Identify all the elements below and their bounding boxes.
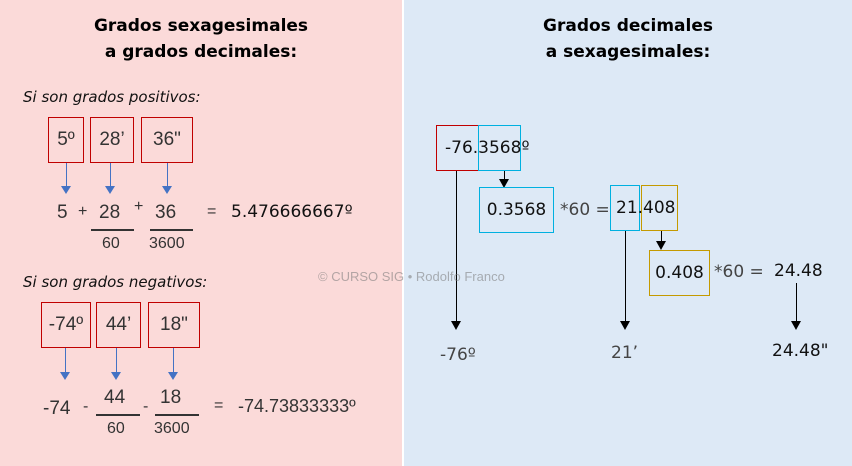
arrow-line xyxy=(116,348,117,372)
input-fraction: 3568 xyxy=(478,138,522,158)
arrow-line xyxy=(504,171,505,179)
output-degrees: -76º xyxy=(440,345,476,365)
arrow-down-icon xyxy=(620,321,630,330)
right-panel: Grados decimales a sexagesimales: xyxy=(404,0,852,466)
left-title-line2: a grados decimales: xyxy=(104,42,298,62)
negative-result: -74.73833333º xyxy=(238,396,356,416)
arrow-line xyxy=(661,231,662,241)
arrow-line xyxy=(456,171,457,321)
denominator-seconds: 3600 xyxy=(149,235,185,252)
whole-degrees: 5 xyxy=(57,202,68,223)
arrow-line xyxy=(110,163,111,186)
left-panel: Grados sexagesimales a grados decimales:… xyxy=(0,0,402,466)
numerator-minutes: 28 xyxy=(99,202,121,223)
right-title-line1: Grados decimales xyxy=(543,16,713,36)
output-seconds: 24.48" xyxy=(772,341,829,361)
arrow-line xyxy=(167,163,168,186)
minus-operator: - xyxy=(83,398,89,415)
numerator-seconds: 36 xyxy=(155,202,177,223)
fraction-bar xyxy=(91,229,134,231)
arrow-down-icon xyxy=(168,372,178,380)
degrees-box: 5º xyxy=(48,117,84,163)
positive-result: 5.476666667º xyxy=(231,202,353,222)
degrees-box: -74º xyxy=(41,302,91,348)
minutes-box: 44’ xyxy=(96,302,141,348)
step1-result: 21.408 xyxy=(616,198,676,218)
arrow-down-icon xyxy=(60,372,70,380)
arrow-down-icon xyxy=(499,179,509,188)
fraction-bar xyxy=(150,229,193,231)
arrow-down-icon xyxy=(61,186,71,194)
minus-operator: - xyxy=(143,398,149,415)
arrow-down-icon xyxy=(162,186,172,194)
arrow-down-icon xyxy=(451,321,461,330)
fraction-value-box: 0.3568 xyxy=(479,187,554,233)
input-integer: -76. xyxy=(445,138,479,158)
result-fraction: 408 xyxy=(643,198,676,218)
arrow-line xyxy=(796,283,797,321)
right-title-line2: a sexagesimales: xyxy=(545,42,711,62)
arrow-down-icon xyxy=(656,241,666,250)
output-minutes: 21’ xyxy=(611,343,639,363)
minutes-integer-box xyxy=(610,185,640,231)
degree-symbol: º xyxy=(521,138,530,158)
numerator-minutes: 44 xyxy=(104,387,126,408)
arrow-down-icon xyxy=(111,372,121,380)
arrow-line xyxy=(173,348,174,372)
arrow-down-icon xyxy=(105,186,115,194)
equals-sign: = xyxy=(207,203,217,220)
arrow-down-icon xyxy=(791,321,801,330)
equals-sign: = xyxy=(214,397,224,414)
denominator-seconds: 3600 xyxy=(154,420,190,437)
minutes-fraction-box xyxy=(641,185,678,231)
step2-result: 24.48 xyxy=(774,261,823,281)
seconds-box: 36" xyxy=(141,117,193,163)
arrow-line xyxy=(66,163,67,186)
multiply-60: *60 = xyxy=(560,200,610,220)
fraction-part-box xyxy=(478,125,521,171)
minutes-box: 28’ xyxy=(90,117,134,163)
positive-subheading: Si son grados positivos: xyxy=(23,88,201,106)
multiply-60: *60 = xyxy=(714,262,764,282)
negative-subheading: Si son grados negativos: xyxy=(23,273,208,291)
arrow-line xyxy=(625,231,626,321)
plus-operator: + xyxy=(78,203,88,220)
denominator-minutes: 60 xyxy=(107,420,125,437)
denominator-minutes: 60 xyxy=(102,235,120,252)
fraction-bar xyxy=(155,414,199,416)
minutes-fraction-value-box: 0.408 xyxy=(649,250,710,296)
left-title: Grados sexagesimales a grados decimales: xyxy=(0,13,402,65)
watermark: © CURSO SIG • Rodolfo Franco xyxy=(318,269,505,284)
result-integer: 21. xyxy=(616,198,644,218)
left-title-line1: Grados sexagesimales xyxy=(93,16,309,36)
numerator-seconds: 18 xyxy=(160,387,182,408)
plus-operator: + xyxy=(134,198,144,215)
input-decimal-degrees: -76.3568º xyxy=(445,138,529,158)
right-title: Grados decimales a sexagesimales: xyxy=(404,13,852,65)
seconds-box: 18" xyxy=(148,302,200,348)
fraction-bar xyxy=(96,414,140,416)
whole-degrees: -74 xyxy=(43,398,71,419)
arrow-line xyxy=(65,348,66,372)
